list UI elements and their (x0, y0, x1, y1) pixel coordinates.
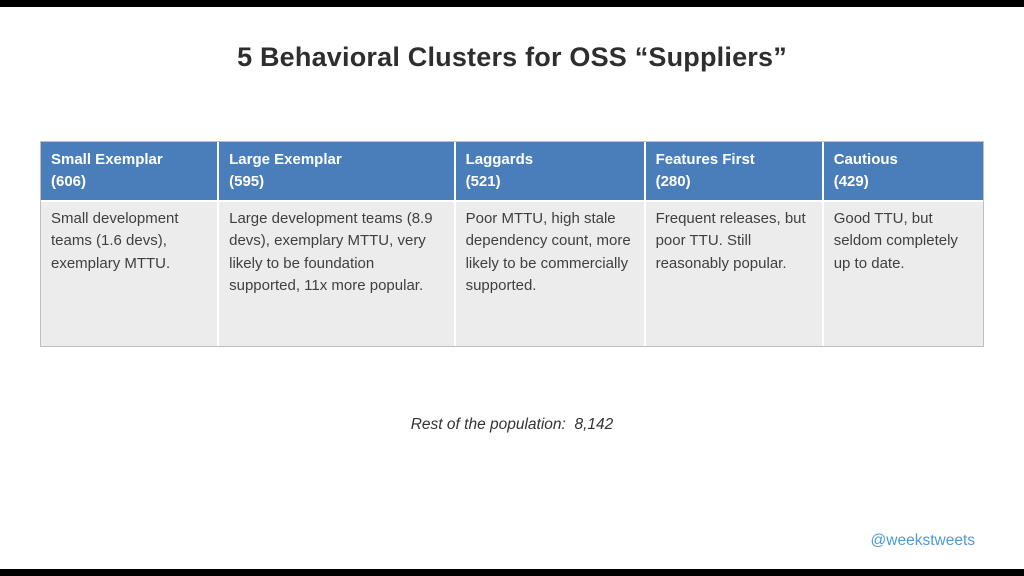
cluster-name: Cautious (833, 151, 898, 168)
cluster-name: Laggards (465, 151, 534, 168)
cluster-description: Large development teams (8.9 devs), exem… (229, 209, 433, 295)
table-header-cell-large-exemplar: Large Exemplar (595) (219, 142, 454, 200)
clusters-table: Small Exemplar (606) Large Exemplar (595… (40, 141, 984, 347)
table-body-cell-features-first: Frequent releases, but poor TTU. Still r… (645, 201, 822, 346)
table-header-cell-laggards: Laggards (521) (455, 142, 644, 200)
twitter-handle: @weekstweets (870, 532, 975, 549)
cluster-count: (606) (51, 172, 87, 190)
cluster-name: Features First (655, 151, 755, 168)
table-header-cell-cautious: Cautious (429) (823, 142, 983, 200)
cluster-name: Large Exemplar (229, 151, 342, 168)
table-body-cell-small-exemplar: Small development teams (1.6 devs), exem… (41, 201, 218, 346)
cluster-description: Small development teams (1.6 devs), exem… (51, 209, 179, 272)
cluster-description: Frequent releases, but poor TTU. Still r… (655, 209, 806, 272)
bottom-letterbox-bar (0, 569, 1024, 576)
cluster-count: (429) (833, 172, 869, 190)
cluster-description: Poor MTTU, high stale dependency count, … (465, 209, 631, 295)
table-body-cell-large-exemplar: Large development teams (8.9 devs), exem… (219, 201, 454, 346)
cluster-description: Good TTU, but seldom completely up to da… (833, 209, 958, 272)
cluster-count: (280) (655, 172, 691, 190)
table-body-cell-laggards: Poor MTTU, high stale dependency count, … (455, 201, 644, 346)
cluster-count: (595) (229, 172, 265, 190)
cluster-name: Small Exemplar (51, 151, 163, 168)
table-header-cell-features-first: Features First (280) (645, 142, 822, 200)
rest-of-population-note: Rest of the population: 8,142 (410, 416, 614, 433)
slide-title: 5 Behavioral Clusters for OSS “Suppliers… (237, 42, 787, 72)
table-body-cell-cautious: Good TTU, but seldom completely up to da… (823, 201, 983, 346)
top-letterbox-bar (0, 0, 1024, 7)
cluster-count: (521) (465, 172, 501, 190)
table-header-cell-small-exemplar: Small Exemplar (606) (41, 142, 218, 200)
